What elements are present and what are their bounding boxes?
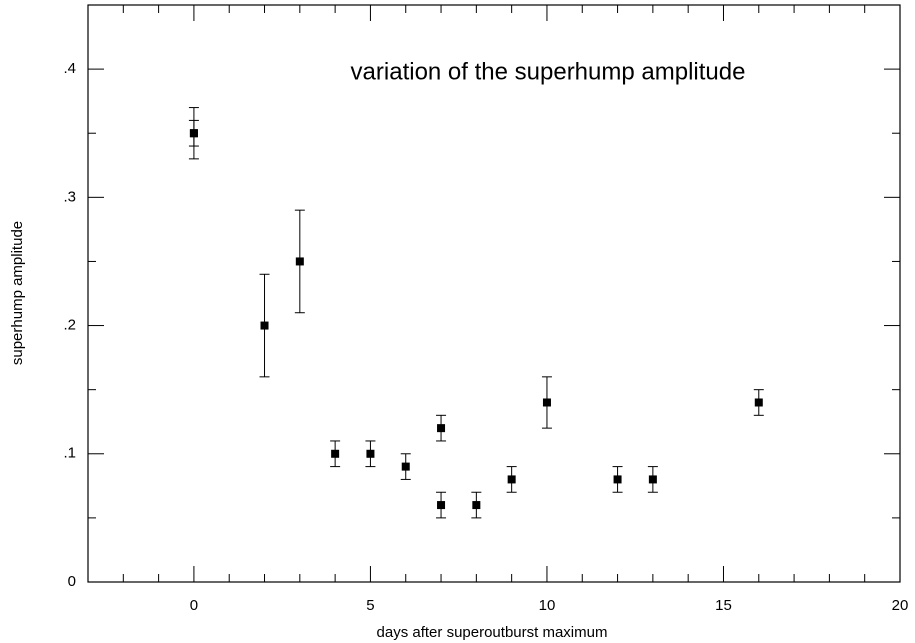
- point: [472, 501, 481, 510]
- point: [648, 475, 657, 484]
- point: [189, 129, 198, 138]
- point: [437, 501, 446, 510]
- point: [542, 398, 551, 407]
- point: [295, 257, 304, 266]
- point: [613, 475, 622, 484]
- x-tick-label: 10: [539, 597, 556, 614]
- y-tick-label: 0: [68, 573, 76, 590]
- point: [331, 449, 340, 458]
- point: [401, 462, 410, 471]
- point: [507, 475, 516, 484]
- point: [260, 321, 269, 330]
- x-tick-label: 5: [366, 597, 374, 614]
- chart-title: variation of the superhump amplitude: [351, 58, 746, 85]
- point: [754, 398, 763, 407]
- y-axis-label: superhump amplitude: [9, 221, 26, 365]
- y-tick-label: .1: [63, 445, 76, 462]
- x-tick-label: 0: [190, 597, 198, 614]
- x-axis-label: days after superoutburst maximum: [377, 624, 608, 641]
- point: [437, 424, 446, 433]
- x-tick-label: 15: [715, 597, 732, 614]
- y-tick-label: .3: [63, 188, 76, 205]
- plot-frame: [87, 4, 901, 583]
- point: [366, 449, 375, 458]
- x-tick-label: 20: [892, 597, 909, 614]
- y-tick-label: .2: [63, 317, 76, 334]
- y-tick-label: .4: [63, 60, 76, 77]
